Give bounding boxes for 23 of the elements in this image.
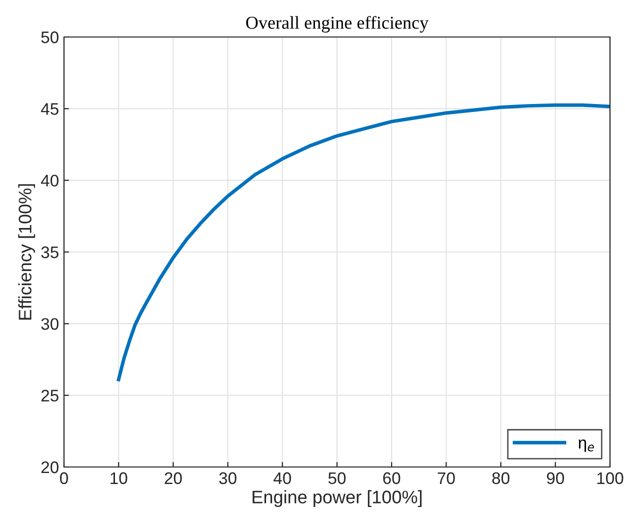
y-tick-label: 30 (41, 318, 58, 330)
x-tick-label: 100 (597, 472, 624, 484)
y-tick-label: 25 (41, 390, 58, 402)
x-tick-label: 60 (383, 472, 400, 484)
y-axis-title: Efficiency [100%] (18, 184, 36, 320)
x-tick-label: 20 (164, 472, 182, 484)
legend-label: η$_{e}$ (578, 440, 594, 452)
x-tick-label: 40 (274, 472, 292, 484)
x-tick-label: 30 (219, 472, 236, 484)
y-tick-label: 20 (41, 461, 58, 474)
x-axis-title: Engine power [100%] (252, 490, 422, 508)
x-tick-label: 10 (110, 472, 128, 484)
chart-title: Overall engine efficiency (246, 16, 428, 33)
x-tick-label: 70 (438, 472, 455, 484)
x-tick-label: 90 (546, 472, 564, 484)
y-tick-label: 45 (40, 103, 58, 115)
y-tick-label: 35 (41, 246, 58, 258)
x-tick-label: 50 (328, 472, 346, 484)
y-tick-label: 40 (40, 174, 58, 187)
y-tick-label: 50 (41, 31, 58, 44)
x-tick-label: 0 (60, 472, 68, 484)
line-series (116, 103, 610, 382)
x-tick-label: 80 (492, 472, 510, 484)
